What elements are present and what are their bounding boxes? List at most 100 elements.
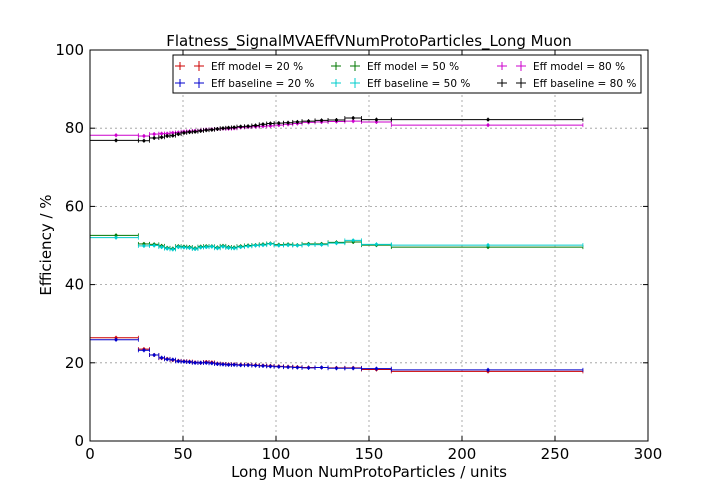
data-point: [193, 130, 197, 134]
y-axis-label: Efficiency / %: [37, 194, 55, 295]
data-point: [199, 245, 203, 249]
data-point: [188, 130, 192, 134]
data-point: [142, 134, 146, 138]
data-point: [239, 125, 243, 129]
data-point: [307, 119, 311, 123]
y-tick-label: 100: [55, 41, 84, 59]
data-point: [193, 361, 197, 365]
data-point: [215, 127, 219, 131]
x-tick-label: 300: [634, 445, 663, 463]
y-tick-label: 80: [65, 119, 84, 137]
legend-entry: Eff model = 80 %: [497, 61, 625, 73]
data-point: [227, 363, 231, 367]
data-point: [210, 361, 214, 365]
data-point: [268, 242, 272, 246]
data-point: [114, 236, 118, 240]
data-point: [142, 348, 146, 352]
x-axis-label: Long Muon NumProtoParticles / units: [231, 463, 507, 481]
y-tick-label: 20: [65, 354, 84, 372]
data-point: [188, 246, 192, 250]
data-point: [486, 368, 490, 372]
series-group: [89, 337, 584, 372]
data-point: [227, 246, 231, 250]
data-point: [239, 363, 243, 367]
data-point: [160, 135, 164, 139]
data-point: [199, 129, 203, 133]
legend-entry: Eff baseline = 80 %: [497, 78, 636, 90]
data-point: [142, 139, 146, 143]
data-point: [268, 124, 272, 128]
data-point: [165, 132, 169, 136]
data-point: [246, 244, 250, 248]
data-point: [171, 358, 175, 362]
data-point: [374, 367, 378, 371]
data-point: [307, 243, 311, 247]
legend-entry: Eff baseline = 20 %: [175, 78, 314, 90]
data-point: [295, 365, 299, 369]
legend-entry: Eff model = 50 %: [331, 61, 459, 73]
axis-ticks: 0 50 100 150 200 250 300 0 20 40 60 80 100: [55, 41, 662, 463]
y-tick-label: 0: [74, 432, 84, 450]
data-point: [286, 365, 290, 369]
legend-label: Eff baseline = 50 %: [367, 78, 470, 90]
data-point: [114, 138, 118, 142]
data-point: [254, 364, 258, 368]
data-point: [165, 357, 169, 361]
data-point: [334, 118, 338, 122]
y-tick-label: 60: [65, 197, 84, 215]
data-point: [165, 134, 169, 138]
data-point: [171, 131, 175, 135]
data-point: [254, 123, 258, 127]
legend-label: Eff model = 20 %: [211, 61, 303, 73]
data-point: [277, 244, 281, 247]
x-tick-label: 50: [173, 445, 192, 463]
data-point: [486, 243, 490, 247]
x-tick-label: 200: [448, 445, 477, 463]
data-point: [246, 363, 250, 367]
data-point: [232, 363, 236, 367]
data-point: [277, 121, 281, 125]
data-point: [320, 365, 324, 369]
data-point: [232, 246, 236, 250]
data-point: [171, 247, 175, 251]
data-point: [261, 243, 265, 247]
data-point: [152, 353, 156, 357]
y-tick-label: 40: [65, 276, 84, 294]
legend-label: Eff model = 50 %: [367, 61, 459, 73]
data-point: [152, 132, 156, 136]
data-point: [193, 247, 197, 251]
data-point: [227, 126, 231, 130]
data-point: [215, 362, 219, 366]
data-point: [286, 243, 290, 247]
data-point: [268, 364, 272, 368]
data-point: [246, 124, 250, 128]
data-point: [374, 242, 378, 246]
data-point: [160, 356, 164, 360]
data-point: [486, 123, 490, 127]
data-point: [204, 128, 208, 132]
data-point: [204, 245, 208, 249]
data-point: [374, 118, 378, 122]
data-point: [261, 364, 265, 368]
data-point: [204, 361, 208, 365]
data-point: [171, 134, 175, 138]
data-point: [307, 366, 311, 370]
x-tick-label: 150: [355, 445, 384, 463]
data-point: [374, 120, 378, 124]
data-point: [351, 116, 355, 120]
data-point: [114, 338, 118, 342]
data-point: [295, 120, 299, 124]
data-point: [152, 136, 156, 140]
data-point: [351, 366, 355, 370]
data-point: [254, 244, 258, 247]
data-point: [334, 366, 338, 370]
data-point: [232, 125, 236, 129]
data-point: [165, 247, 169, 251]
data-point: [351, 238, 355, 242]
data-point: [221, 126, 225, 130]
legend-box: [172, 54, 642, 94]
series-layer: [89, 116, 584, 374]
data-point: [334, 241, 338, 245]
data-point: [239, 245, 243, 249]
data-point: [261, 122, 265, 126]
